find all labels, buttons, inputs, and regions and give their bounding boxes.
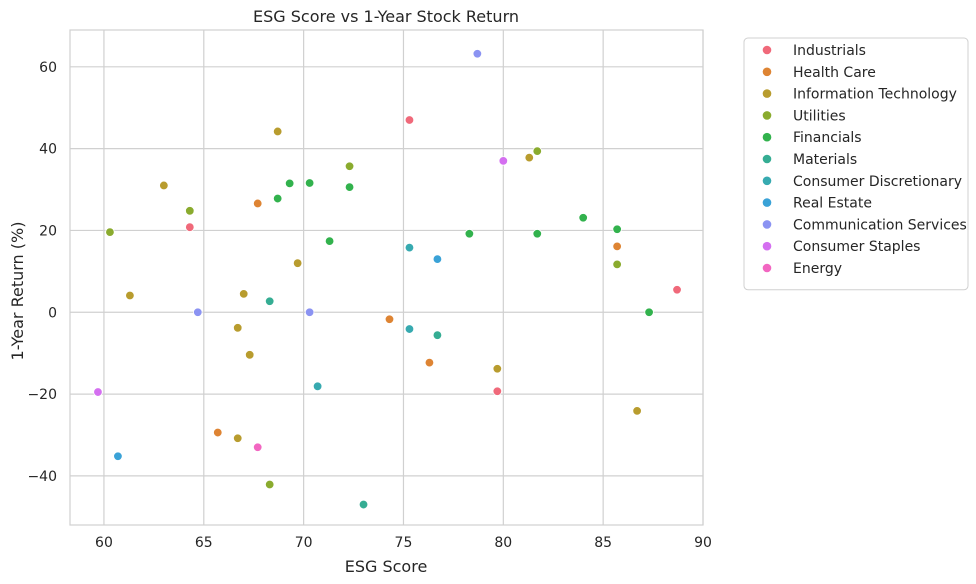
data-point [264,479,275,490]
data-point [113,451,123,461]
legend-marker [762,198,772,207]
data-point [344,161,355,171]
legend-marker [762,45,772,55]
data-point [492,364,503,374]
chart-title: ESG Score vs 1-Year Stock Return [253,7,519,26]
data-point [632,406,642,416]
data-point [472,49,483,59]
data-point [125,290,135,301]
data-point [644,307,654,317]
data-point [358,499,369,510]
x-axis-ticks: 60 65 70 75 80 85 90 [95,535,712,551]
data-point [185,222,195,232]
legend-marker [762,176,772,186]
data-point [672,285,682,295]
x-tick-label: 80 [494,535,512,551]
data-point [404,115,415,125]
data-point [324,236,335,246]
data-point [312,381,323,392]
legend-marker [762,263,772,273]
data-point [432,254,443,264]
legend-entry: Communication Services [793,217,967,233]
legend-marker [762,111,772,120]
y-tick-label: 40 [39,142,57,158]
plot-area [69,29,704,526]
legend-entry: Energy [793,261,842,277]
data-point [404,242,415,253]
legend-marker [762,241,772,251]
data-point [384,314,395,324]
data-point [253,442,263,452]
x-tick-label: 65 [195,535,213,551]
legend-entry: Financials [793,130,862,146]
data-point [264,296,275,306]
data-point [93,387,103,397]
legend-entry: Materials [793,152,857,168]
legend-entry: Consumer Staples [793,239,920,255]
data-point [578,213,588,223]
legend-box [743,37,969,291]
y-tick-label: 60 [39,60,57,76]
data-point [432,330,443,340]
data-point [344,182,355,192]
data-point [612,224,622,234]
data-point [404,324,415,334]
data-point [233,323,243,333]
y-tick-label: −20 [27,387,57,403]
x-tick-label: 90 [694,535,712,551]
grid [70,30,704,525]
data-point [233,433,243,443]
legend-entry: Real Estate [793,196,872,212]
legend-entry: Health Care [793,65,876,81]
data-point [304,307,315,317]
data-point [253,198,263,209]
legend-marker [762,220,772,229]
data-point [464,229,475,239]
data-point [492,386,503,396]
y-tick-label: 0 [48,305,57,321]
legend-entry: Utilities [793,108,846,124]
data-point [193,307,203,317]
legend-marker [762,132,772,142]
data-point [532,146,542,156]
y-tick-label: 20 [39,223,57,239]
data-point [284,178,295,189]
legend-marker [762,154,772,164]
legend-marker [762,67,772,77]
data-points [93,49,682,510]
data-point [424,357,435,368]
y-tick-label: −40 [27,469,57,485]
data-point [272,126,283,137]
data-point [272,193,283,204]
plot-frame [69,29,704,526]
data-point [612,259,622,270]
data-point [213,427,223,438]
legend: Industrials Health Care Information Techno… [743,37,969,291]
data-point [532,229,542,239]
data-point [245,350,255,360]
y-axis-label: 1-Year Return (%) [8,222,27,361]
legend-marker [762,89,772,98]
x-tick-label: 70 [295,535,313,551]
legend-entry: Information Technology [793,87,957,103]
data-point [159,180,169,191]
legend-entry: Consumer Discretionary [793,174,962,190]
data-point [612,241,622,252]
data-point [185,206,195,216]
x-axis-label: ESG Score [345,557,428,576]
data-point [105,227,115,237]
data-point [304,178,315,188]
x-tick-label: 85 [594,535,612,551]
data-point [292,258,303,268]
x-tick-label: 60 [95,535,113,551]
legend-entry: Industrials [793,43,866,59]
y-axis-ticks: −40 −20 0 20 40 60 [27,60,57,485]
data-point [498,156,509,166]
x-tick-label: 75 [395,535,413,551]
data-point [239,289,249,299]
data-point [524,152,534,163]
